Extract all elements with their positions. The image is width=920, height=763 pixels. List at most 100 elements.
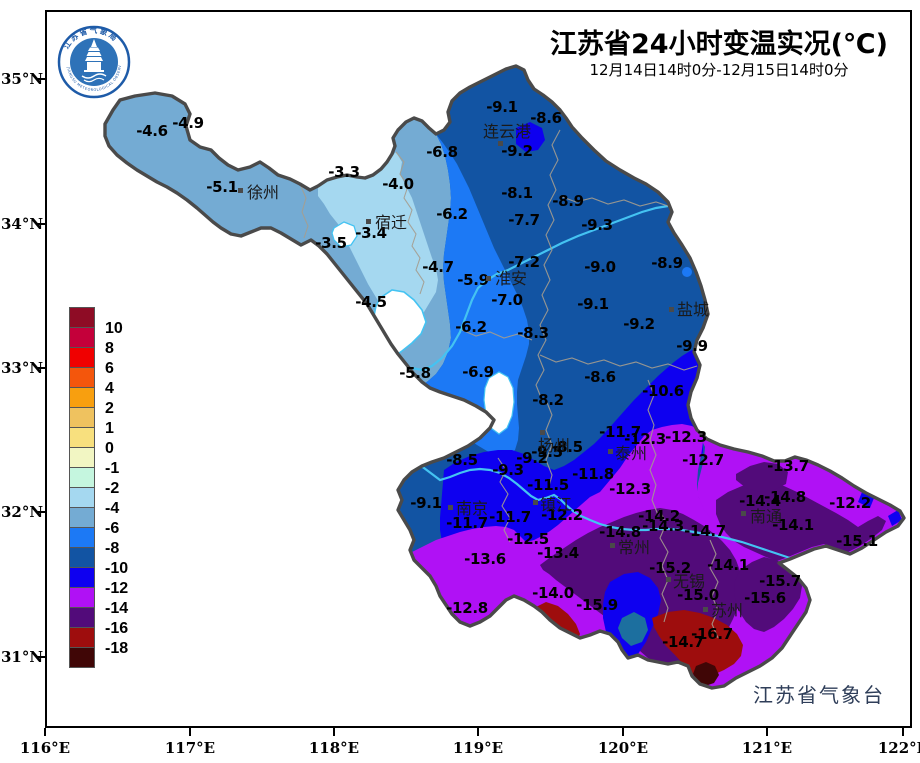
lon-tick-label: 117°E: [164, 739, 216, 757]
legend-label: 8: [105, 340, 114, 357]
station-value: -14.8: [764, 488, 806, 506]
legend-color-cell: [69, 467, 95, 488]
station-value: -14.7: [684, 522, 726, 540]
legend-color-cell: [69, 647, 95, 668]
station-value: -5.9: [457, 271, 489, 289]
lat-tick-mark: [37, 223, 45, 225]
city-marker: [238, 188, 243, 193]
city-name: 镇江: [539, 495, 573, 514]
lon-tick-label: 118°E: [308, 739, 360, 757]
station-value: -12.3: [624, 430, 666, 448]
city-name: 扬州: [537, 436, 571, 455]
region-steel-blue-west: [105, 93, 451, 399]
station-value: -9.3: [492, 461, 524, 479]
legend-label: 4: [105, 380, 114, 397]
watermark-text: 江苏省气象台: [753, 683, 885, 707]
station-value: -15.7: [759, 572, 801, 590]
legend-label: -14: [105, 600, 129, 617]
city-marker: [540, 430, 545, 435]
legend-label: -4: [105, 500, 120, 517]
legend-label: 2: [105, 400, 114, 417]
station-value: -14.8: [599, 523, 641, 541]
legend-color-cell: [69, 447, 95, 468]
lon-tick-label: 119°E: [452, 739, 504, 757]
region-blue-speck: [682, 267, 692, 277]
region-purple-nantong: [716, 482, 886, 561]
station-value: -4.9: [172, 114, 204, 132]
station-value: -6.8: [426, 143, 458, 161]
station-value: -15.1: [836, 532, 878, 550]
station-value: -7.7: [508, 211, 540, 229]
region-blue-coast-speck2: [888, 510, 902, 526]
legend-label: -10: [105, 560, 129, 577]
city-name: 泰州: [614, 444, 648, 463]
city-marker: [610, 543, 615, 548]
city-name: 淮安: [494, 269, 528, 288]
legend-label: -16: [105, 620, 129, 637]
station-value: -12.2: [829, 494, 871, 512]
legend-color-cell: [69, 367, 95, 388]
legend-color-cell: [69, 627, 95, 648]
station-value: -7.0: [491, 291, 523, 309]
lon-tick-mark: [189, 728, 191, 736]
legend-color-cell: [69, 427, 95, 448]
station-value: -13.4: [537, 544, 579, 562]
region-blue-blob-lianyungang: [516, 122, 545, 152]
station-value: -15.2: [649, 559, 691, 577]
city-marker: [498, 141, 503, 146]
legend-label: -12: [105, 580, 129, 597]
lat-tick-label: 34°N: [1, 215, 44, 233]
lat-tick-label: 35°N: [1, 70, 44, 88]
station-value: -8.5: [551, 438, 583, 456]
station-value: -9.2: [516, 449, 548, 467]
station-value: -3.5: [315, 234, 347, 252]
legend-color-cell: [69, 547, 95, 568]
district-boundaries: [299, 129, 719, 639]
station-value: -12.3: [665, 428, 707, 446]
legend-color-cell: [69, 347, 95, 368]
station-value: -8.2: [532, 391, 564, 409]
city-marker: [666, 577, 671, 582]
station-value: -8.3: [517, 324, 549, 342]
station-value: -15.6: [744, 589, 786, 607]
legend-label: -6: [105, 520, 120, 537]
station-value: -8.9: [651, 254, 683, 272]
lat-tick-label: 31°N: [1, 648, 44, 666]
lat-tick-mark: [37, 78, 45, 80]
station-value: -6.9: [462, 363, 494, 381]
legend-color-cell: [69, 567, 95, 588]
lon-tick-label: 120°E: [597, 739, 649, 757]
city-name: 苏州: [710, 601, 744, 620]
station-value: -9.1: [577, 295, 609, 313]
legend-label: -8: [105, 540, 120, 557]
city-name: 徐州: [246, 183, 280, 202]
station-value: -8.9: [552, 192, 584, 210]
station-value: -4.6: [136, 122, 168, 140]
station-value: -12.7: [682, 451, 724, 469]
lat-tick-mark: [37, 367, 45, 369]
station-value: -8.5: [446, 451, 478, 469]
legend-color-cell: [69, 587, 95, 608]
lon-tick-mark: [622, 728, 624, 736]
region-light-blue-suqian: [318, 152, 438, 330]
station-value: -9.2: [501, 142, 533, 160]
legend-color-cell: [69, 507, 95, 528]
city-marker: [608, 449, 613, 454]
station-value: -11.7: [446, 514, 488, 532]
province-outline: [103, 64, 906, 690]
lon-tick-label: 121°E: [741, 739, 793, 757]
legend-color-cell: [69, 307, 95, 328]
station-value: -14.0: [532, 584, 574, 602]
city-name: 宿迁: [374, 213, 408, 232]
station-value: -12.3: [609, 480, 651, 498]
station-value: -9.3: [581, 216, 613, 234]
station-value: -9.1: [410, 494, 442, 512]
city-name: 南通: [749, 507, 783, 526]
station-value: -9.2: [623, 315, 655, 333]
legend-label: 6: [105, 360, 114, 377]
lon-tick-mark: [333, 728, 335, 736]
station-value: -13.6: [464, 550, 506, 568]
station-value: -9.5: [531, 443, 563, 461]
